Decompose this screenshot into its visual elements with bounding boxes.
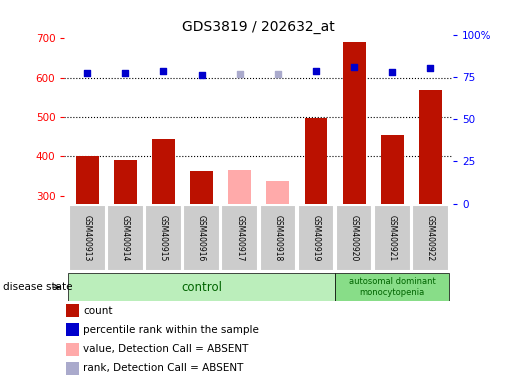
Text: disease state: disease state: [3, 282, 72, 292]
Bar: [336, 205, 372, 271]
Bar: [145, 205, 182, 271]
Bar: [183, 205, 220, 271]
Text: GSM400922: GSM400922: [426, 215, 435, 261]
Bar: [114, 160, 137, 204]
Text: GSM400917: GSM400917: [235, 215, 244, 261]
Bar: [228, 170, 251, 204]
Bar: [152, 139, 175, 204]
Bar: [381, 135, 404, 204]
Bar: [419, 90, 442, 204]
Point: [426, 65, 435, 71]
Bar: [221, 205, 258, 271]
Bar: [266, 181, 289, 204]
Bar: [68, 273, 335, 301]
Point: [274, 71, 282, 77]
Text: GSM400918: GSM400918: [273, 215, 282, 261]
Bar: [298, 205, 334, 271]
Point: [197, 72, 205, 78]
Bar: [66, 343, 79, 356]
Text: GSM400921: GSM400921: [388, 215, 397, 261]
Bar: [190, 171, 213, 204]
Bar: [69, 205, 106, 271]
Bar: [260, 205, 296, 271]
Point: [312, 68, 320, 74]
Point: [235, 71, 244, 77]
Text: control: control: [181, 281, 222, 293]
Bar: [66, 304, 79, 317]
Bar: [304, 118, 328, 204]
Bar: [66, 323, 79, 336]
Text: GSM400914: GSM400914: [121, 215, 130, 261]
Text: GSM400916: GSM400916: [197, 215, 206, 261]
Point: [83, 70, 91, 76]
Bar: [66, 362, 79, 375]
Point: [388, 69, 397, 75]
Text: GSM400920: GSM400920: [350, 215, 358, 261]
Bar: [412, 205, 449, 271]
Point: [350, 64, 358, 70]
Bar: [335, 273, 450, 301]
Text: GSM400913: GSM400913: [83, 215, 92, 261]
Text: value, Detection Call = ABSENT: value, Detection Call = ABSENT: [83, 344, 248, 354]
Bar: [342, 42, 366, 204]
Text: rank, Detection Call = ABSENT: rank, Detection Call = ABSENT: [83, 363, 244, 373]
Bar: [107, 205, 144, 271]
Text: autosomal dominant
monocytopenia: autosomal dominant monocytopenia: [349, 277, 436, 297]
Text: percentile rank within the sample: percentile rank within the sample: [83, 325, 259, 335]
Bar: [76, 156, 99, 204]
Point: [121, 70, 129, 76]
Bar: [374, 205, 410, 271]
Text: GSM400915: GSM400915: [159, 215, 168, 261]
Text: GSM400919: GSM400919: [312, 215, 320, 261]
Point: [159, 68, 167, 74]
Title: GDS3819 / 202632_at: GDS3819 / 202632_at: [182, 20, 335, 33]
Text: count: count: [83, 306, 113, 316]
